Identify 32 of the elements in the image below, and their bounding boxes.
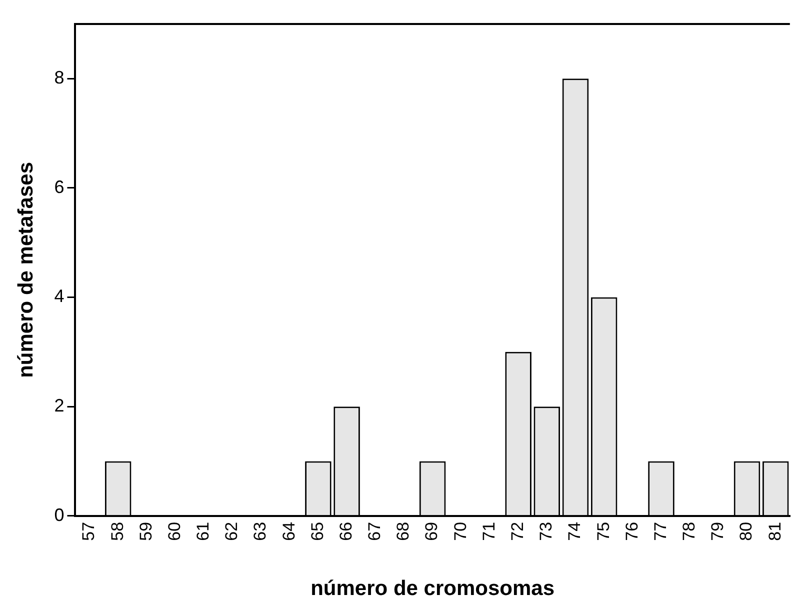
y-tick-label: 0 <box>54 504 64 525</box>
x-tick-label: 69 <box>422 522 442 541</box>
y-tick-label: 6 <box>54 176 64 197</box>
x-tick-label: 64 <box>279 522 298 541</box>
x-tick-label: 62 <box>222 522 242 541</box>
x-tick-label: 57 <box>79 522 98 541</box>
x-tick-label: 61 <box>194 522 213 541</box>
x-tick-label: 66 <box>336 522 356 541</box>
x-tick-label: 74 <box>565 522 584 541</box>
y-tick-label: 2 <box>54 396 64 416</box>
x-tick-label: 72 <box>508 522 527 541</box>
x-tick-label: 67 <box>365 522 384 541</box>
x-tick-label: 59 <box>136 522 156 541</box>
x-tick-label: 73 <box>536 522 556 541</box>
x-tick-label: 60 <box>164 522 184 541</box>
x-tick-label: 78 <box>680 522 699 541</box>
x-tick-label: 70 <box>450 522 470 541</box>
x-tick-label: 65 <box>308 522 327 541</box>
x-tick-label: 80 <box>736 522 756 541</box>
x-tick-label: 63 <box>250 522 270 541</box>
x-tick-label: 71 <box>479 522 498 541</box>
y-tick-label: 4 <box>54 286 64 306</box>
x-axis-title: número de cromosomas <box>310 577 555 600</box>
x-tick-label: 76 <box>622 522 642 541</box>
x-tick-label: 68 <box>394 522 413 541</box>
x-tick-label: 81 <box>765 522 784 541</box>
y-tick-label: 8 <box>54 68 64 88</box>
y-axis-title: número de metafases <box>14 162 38 378</box>
x-tick-label: 79 <box>708 522 728 541</box>
x-tick-label: 77 <box>650 522 670 541</box>
x-tick-label: 75 <box>594 522 613 541</box>
x-tick-label: 58 <box>108 522 127 541</box>
